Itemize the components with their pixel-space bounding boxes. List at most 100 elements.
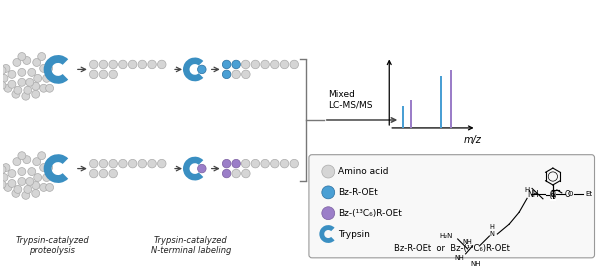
Circle shape <box>28 68 36 76</box>
Circle shape <box>14 186 22 193</box>
Circle shape <box>2 164 10 172</box>
Text: Bz-R-OEt  or  Bz-(¹³C₆)R-OEt: Bz-R-OEt or Bz-(¹³C₆)R-OEt <box>394 244 509 253</box>
Circle shape <box>251 159 260 168</box>
Circle shape <box>12 90 20 98</box>
Circle shape <box>8 179 16 187</box>
Circle shape <box>18 152 26 160</box>
Circle shape <box>197 164 206 173</box>
Circle shape <box>38 53 46 61</box>
Circle shape <box>46 84 53 92</box>
Circle shape <box>24 186 32 193</box>
Bar <box>440 76 442 128</box>
Circle shape <box>322 207 335 220</box>
Circle shape <box>99 169 108 178</box>
Circle shape <box>242 169 250 178</box>
Circle shape <box>0 81 6 89</box>
Circle shape <box>0 180 6 189</box>
Circle shape <box>44 164 53 172</box>
Circle shape <box>32 189 40 197</box>
Circle shape <box>4 84 12 92</box>
Circle shape <box>23 57 31 64</box>
Circle shape <box>232 159 241 168</box>
Circle shape <box>290 60 299 69</box>
Circle shape <box>138 60 146 69</box>
Circle shape <box>109 70 118 79</box>
Wedge shape <box>44 55 68 84</box>
Circle shape <box>26 78 34 86</box>
Circle shape <box>158 60 166 69</box>
Circle shape <box>232 60 241 69</box>
Text: Trypsin-catalyzed
N-terminal labeling: Trypsin-catalyzed N-terminal labeling <box>151 235 231 255</box>
Circle shape <box>119 60 127 69</box>
Circle shape <box>18 178 26 186</box>
Wedge shape <box>183 57 203 81</box>
Wedge shape <box>183 157 203 180</box>
Text: O: O <box>550 190 556 199</box>
Circle shape <box>197 65 206 74</box>
Circle shape <box>99 70 108 79</box>
Circle shape <box>18 53 26 61</box>
Circle shape <box>8 70 16 78</box>
Text: Mixed
LC-MS/MS: Mixed LC-MS/MS <box>328 90 372 109</box>
Circle shape <box>322 165 335 178</box>
Circle shape <box>12 189 20 197</box>
Circle shape <box>109 60 118 69</box>
Bar <box>410 100 412 128</box>
Circle shape <box>4 183 12 191</box>
Circle shape <box>148 159 157 168</box>
Circle shape <box>22 191 30 199</box>
Circle shape <box>271 60 279 69</box>
Circle shape <box>34 174 41 182</box>
Text: O: O <box>568 191 574 197</box>
Circle shape <box>148 60 157 69</box>
Circle shape <box>89 169 98 178</box>
Circle shape <box>43 174 50 182</box>
Circle shape <box>223 60 231 69</box>
Circle shape <box>2 64 10 72</box>
Circle shape <box>13 58 21 66</box>
Circle shape <box>280 60 289 69</box>
Circle shape <box>223 70 231 79</box>
Circle shape <box>24 86 32 94</box>
Circle shape <box>8 80 16 88</box>
Text: Bz-(¹³C₆)R-OEt: Bz-(¹³C₆)R-OEt <box>338 209 401 218</box>
Text: H₂N: H₂N <box>439 233 453 239</box>
Circle shape <box>0 174 8 182</box>
Circle shape <box>271 159 279 168</box>
Circle shape <box>89 159 98 168</box>
Circle shape <box>22 92 30 100</box>
Bar <box>550 199 556 201</box>
Text: Et: Et <box>585 191 592 197</box>
Circle shape <box>89 70 98 79</box>
Circle shape <box>89 60 98 69</box>
Circle shape <box>32 90 40 98</box>
Circle shape <box>290 159 299 168</box>
Circle shape <box>109 159 118 168</box>
Circle shape <box>18 78 26 86</box>
Circle shape <box>0 66 6 74</box>
Wedge shape <box>319 225 335 243</box>
Circle shape <box>0 166 6 174</box>
Circle shape <box>280 159 289 168</box>
Circle shape <box>33 58 41 66</box>
Text: Trypsin-catalyzed
proteolysis: Trypsin-catalyzed proteolysis <box>15 235 89 255</box>
Circle shape <box>14 86 22 94</box>
Text: H
N: H N <box>489 223 494 237</box>
Circle shape <box>223 159 231 168</box>
Circle shape <box>232 169 241 178</box>
Circle shape <box>44 64 53 72</box>
Circle shape <box>43 74 50 82</box>
Circle shape <box>33 158 41 166</box>
Circle shape <box>38 152 46 160</box>
Circle shape <box>13 158 21 166</box>
Text: Amino acid: Amino acid <box>338 167 388 176</box>
Circle shape <box>158 159 166 168</box>
Circle shape <box>32 182 40 189</box>
Wedge shape <box>44 154 68 183</box>
Text: O: O <box>550 193 556 202</box>
Circle shape <box>223 169 231 178</box>
Circle shape <box>241 159 250 168</box>
Circle shape <box>128 159 137 168</box>
Circle shape <box>18 68 26 76</box>
Text: H: H <box>524 187 530 193</box>
